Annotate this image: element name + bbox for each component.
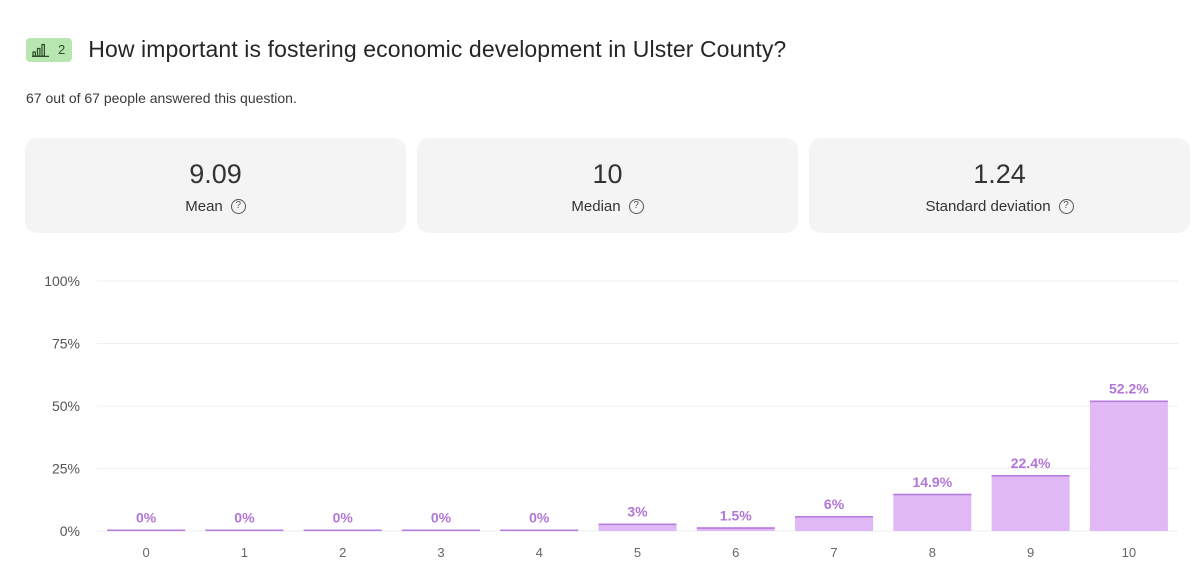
y-tick-label: 75% xyxy=(52,336,80,352)
x-tick-label: 8 xyxy=(929,545,936,560)
data-label: 3% xyxy=(627,504,648,520)
data-label: 6% xyxy=(824,496,845,512)
bar-top-edge xyxy=(500,529,579,532)
question-number: 2 xyxy=(58,42,66,57)
bar-top-edge xyxy=(795,516,874,518)
stat-card-median: 10 Median ? xyxy=(417,138,798,233)
bar-chart: 0% 25% 50% 75% 100% 0% 0 0% 1 0% 2 0% 3 0% 4 3% 5 1.5% 6 6%… xyxy=(44,273,1178,560)
bar-top-edge xyxy=(696,527,775,529)
data-label: 22.4% xyxy=(1011,455,1051,471)
bar-top-edge xyxy=(598,523,677,526)
stat-card-std-dev: 1.24 Standard deviation ? xyxy=(809,138,1190,233)
bar xyxy=(1089,400,1168,531)
bar-top-edge xyxy=(401,529,480,532)
stat-label-median: Median xyxy=(571,197,621,215)
stat-value-std-dev: 1.24 xyxy=(973,158,1026,189)
x-tick-label: 5 xyxy=(634,545,641,560)
y-tick-label: 25% xyxy=(52,461,80,477)
bar xyxy=(598,523,677,531)
bar xyxy=(696,527,775,531)
data-label: 52.2% xyxy=(1109,381,1149,397)
x-tick-label: 10 xyxy=(1122,545,1136,560)
x-tick-label: 9 xyxy=(1027,545,1034,560)
x-tick-label: 4 xyxy=(536,545,543,560)
bar-top-edge xyxy=(991,475,1070,477)
data-label: 0% xyxy=(234,510,255,526)
question-circle-icon[interactable]: ? xyxy=(1058,198,1074,214)
bar-top-edge xyxy=(893,493,972,496)
x-tick-label: 7 xyxy=(830,545,837,560)
question-header: 2 How important is fostering economic de… xyxy=(26,36,786,63)
bar-top-edge xyxy=(205,529,284,532)
stat-value-mean: 9.09 xyxy=(189,158,242,189)
x-tick-label: 1 xyxy=(241,545,248,560)
data-label: 0% xyxy=(431,510,452,526)
x-tick-label: 6 xyxy=(732,545,739,560)
data-label: 0% xyxy=(529,510,550,526)
stat-value-median: 10 xyxy=(592,158,623,189)
stat-label-mean: Mean xyxy=(185,197,223,215)
stat-card-mean: 9.09 Mean ? xyxy=(25,138,406,233)
y-tick-label: 100% xyxy=(44,273,80,289)
y-tick-label: 0% xyxy=(60,523,80,539)
bar xyxy=(795,516,874,531)
x-tick-label: 2 xyxy=(339,545,346,560)
stats-row: 9.09 Mean ? 10 Median ? 1.24 Standard de… xyxy=(25,138,1190,233)
bar-chart-icon xyxy=(32,43,49,57)
data-label: 14.9% xyxy=(912,474,952,490)
question-title: How important is fostering economic deve… xyxy=(88,36,787,62)
question-type-badge: 2 xyxy=(26,37,73,62)
question-circle-icon[interactable]: ? xyxy=(230,198,246,214)
x-tick-label: 0 xyxy=(143,545,150,560)
bar xyxy=(991,475,1070,531)
data-label: 0% xyxy=(333,510,354,526)
stat-label-std-dev: Standard deviation xyxy=(925,197,1051,215)
data-label: 1.5% xyxy=(720,507,752,523)
x-tick-label: 3 xyxy=(437,545,444,560)
bar-top-edge xyxy=(1089,400,1168,403)
bar-top-edge xyxy=(303,529,382,532)
y-tick-label: 50% xyxy=(52,398,80,414)
bar xyxy=(893,493,972,531)
data-label: 0% xyxy=(136,510,157,526)
bar-top-edge xyxy=(107,529,186,532)
answered-count: 67 out of 67 people answered this questi… xyxy=(26,90,297,106)
question-circle-icon[interactable]: ? xyxy=(628,198,644,214)
